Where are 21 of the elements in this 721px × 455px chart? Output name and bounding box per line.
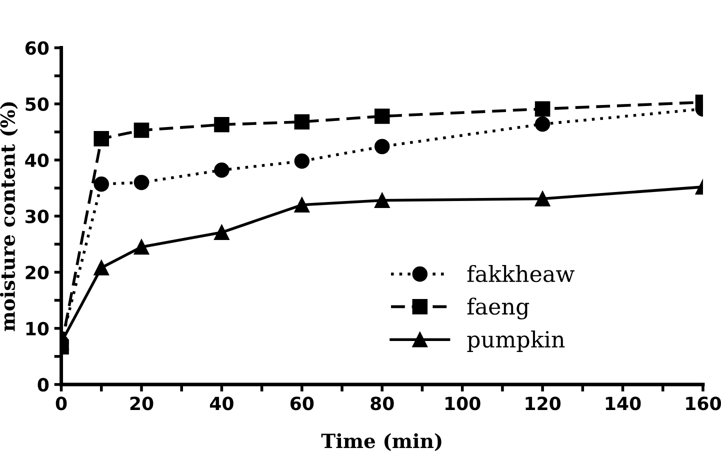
x-tick-label: 120 [526,396,561,410]
legend-label: fakkheaw [467,264,574,282]
legend-label: pumpkin [467,330,565,352]
x-tick-label: 60 [290,396,314,410]
y-tick-label: 60 [25,41,49,55]
y-tick-label: 40 [25,153,49,168]
x-tick-label: 160 [686,396,721,410]
y-tick-label: 30 [26,210,49,224]
x-tick-label: 0 [56,396,67,410]
x-tick-label: 20 [130,396,154,410]
y-tick-label: 20 [26,266,49,280]
x-tick-label: 80 [370,396,394,410]
y-tick-label: 10 [26,322,49,336]
y-tick-label: 0 [38,378,49,392]
legend-label: faeng [467,298,530,320]
x-axis-title: Time (min) [321,433,442,452]
x-tick-label: 140 [606,396,641,410]
y-axis-title: moisture content (%) [0,102,18,332]
x-tick-label: 100 [446,396,480,410]
x-tick-label: 40 [210,396,234,410]
y-tick-label: 50 [26,97,49,112]
